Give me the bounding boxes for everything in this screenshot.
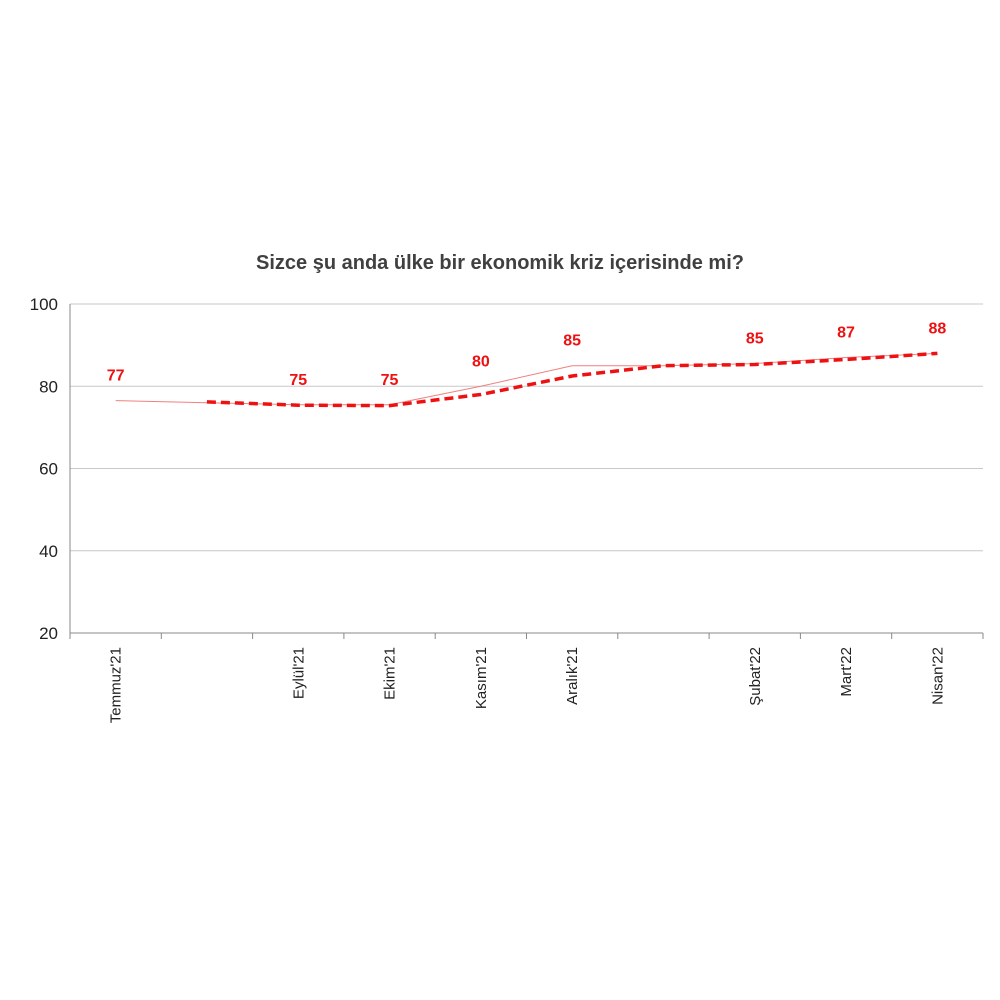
data-label: 85 xyxy=(746,331,764,348)
data-label: 77 xyxy=(107,368,125,385)
x-tick-label: Şubat'22 xyxy=(747,647,764,706)
x-tick-label: Aralık'21 xyxy=(564,647,581,705)
chart-title: Sizce şu anda ülke bir ekonomik kriz içe… xyxy=(256,252,744,274)
x-tick-label: Ekim'21 xyxy=(382,647,399,700)
x-tick-label: Mart'22 xyxy=(838,647,855,697)
data-label: 75 xyxy=(381,372,399,389)
x-tick-label: Nisan'22 xyxy=(929,647,946,705)
y-tick-label: 40 xyxy=(39,542,58,561)
data-label: 88 xyxy=(928,320,946,337)
data-label: 75 xyxy=(289,372,307,389)
x-tick-label: Kasım'21 xyxy=(473,647,490,709)
x-tick-label: Temmuz'21 xyxy=(108,647,125,723)
data-label: 87 xyxy=(837,324,855,341)
y-tick-label: 100 xyxy=(30,295,58,314)
y-tick-label: 60 xyxy=(39,460,58,479)
x-tick-label: Eylül'21 xyxy=(290,647,307,699)
y-tick-label: 80 xyxy=(39,377,58,396)
y-tick-label: 20 xyxy=(39,624,58,643)
data-label: 80 xyxy=(472,353,490,370)
trend-line xyxy=(206,351,938,408)
data-label: 85 xyxy=(563,333,581,350)
